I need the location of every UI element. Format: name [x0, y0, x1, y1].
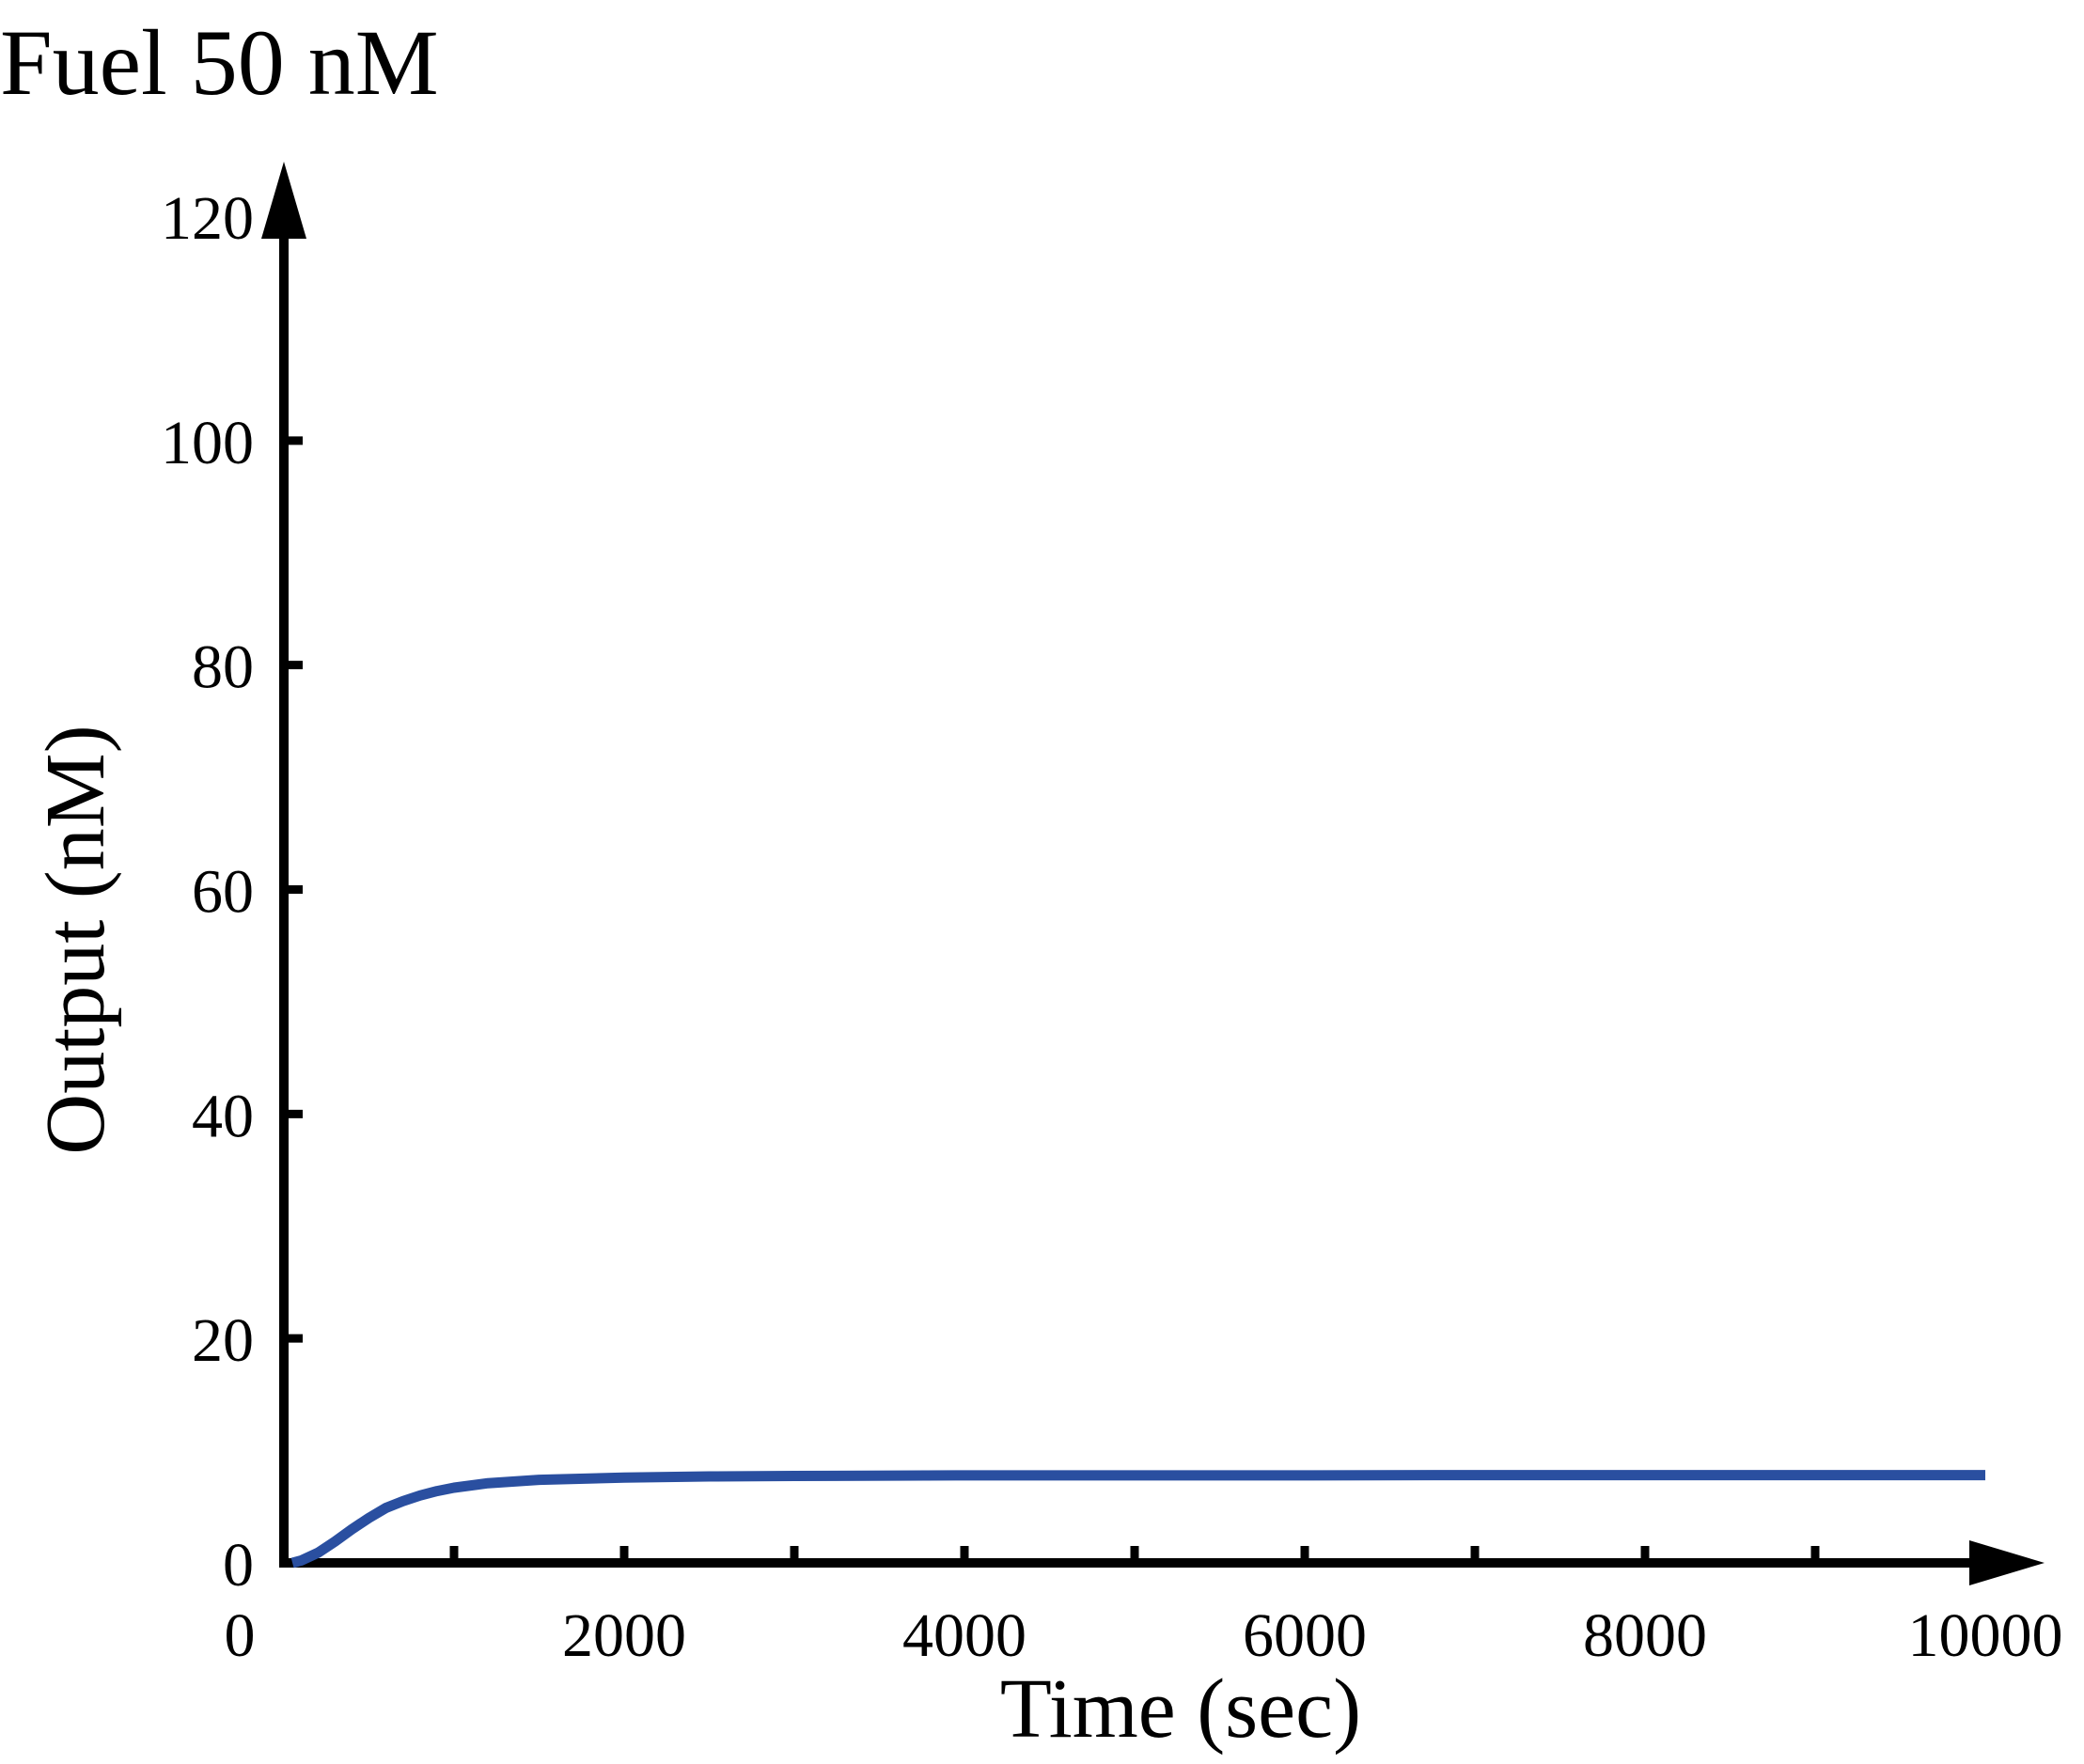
- x-tick-label: 6000: [1243, 1601, 1367, 1670]
- x-tick-label: 4000: [902, 1601, 1026, 1670]
- y-axis-label: Output (nM): [29, 725, 122, 1154]
- y-tick-label: 120: [161, 184, 254, 253]
- x-axis-label: Time (sec): [1000, 1663, 1361, 1756]
- series-layer: [290, 1470, 1985, 1569]
- y-tick-label: 60: [192, 858, 254, 927]
- y-tick-label: 20: [192, 1306, 254, 1375]
- x-tick-label: 10000: [1908, 1601, 2063, 1670]
- y-tick-labels: 0 20 40 60 80 100 120: [161, 184, 254, 1600]
- y-tick-label: 40: [192, 1082, 254, 1150]
- series-line: [290, 1470, 1985, 1569]
- chart-title: Fuel 50 nM: [0, 10, 439, 115]
- x-tick-labels: 0 2000 4000 6000 8000 10000: [225, 1601, 2063, 1670]
- axes: [261, 162, 2045, 1585]
- x-tick-label: 0: [225, 1601, 256, 1670]
- y-ticks: [284, 436, 303, 1343]
- x-tick-label: 8000: [1583, 1601, 1707, 1670]
- x-axis-arrow: [1969, 1540, 2045, 1585]
- x-tick-label: 2000: [562, 1601, 686, 1670]
- y-axis-arrow: [261, 162, 306, 239]
- x-ticks: [449, 1546, 1820, 1563]
- y-tick-label: 80: [192, 633, 254, 702]
- y-tick-label: 0: [223, 1531, 254, 1600]
- y-tick-label: 100: [161, 409, 254, 477]
